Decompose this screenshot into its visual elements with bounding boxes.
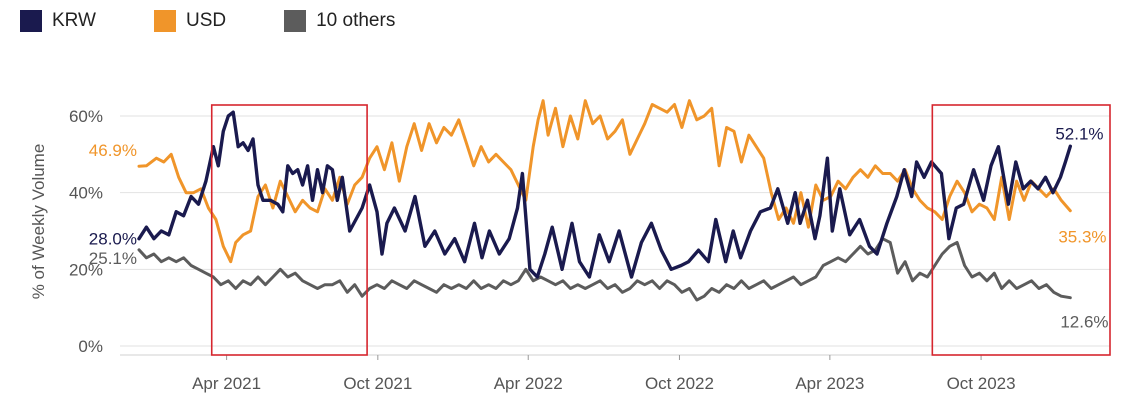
legend: KRW USD 10 others (20, 10, 453, 32)
legend-label-krw: KRW (52, 10, 96, 31)
end-label-krw: 52.1% (1055, 124, 1103, 143)
x-tick-label: Apr 2023 (795, 374, 864, 393)
legend-swatch-others (284, 10, 307, 32)
y-tick-label: 0% (78, 337, 103, 356)
y-tick-label: 60% (69, 107, 103, 126)
legend-item-others: 10 others (284, 10, 395, 32)
x-tick-label: Apr 2021 (192, 374, 261, 393)
start-label-usd: 46.9% (89, 141, 137, 160)
y-tick-label: 20% (69, 260, 103, 279)
x-tick-label: Oct 2023 (947, 374, 1016, 393)
end-label-usd: 35.3% (1058, 228, 1106, 247)
y-axis-title: % of Weekly Volume (29, 144, 48, 300)
highlight-box-1 (210, 104, 368, 356)
x-tick-label: Apr 2022 (494, 374, 563, 393)
series-line-10-others (137, 237, 1072, 302)
x-tick-label: Oct 2022 (645, 374, 714, 393)
legend-item-usd: USD (153, 10, 227, 32)
y-tick-label: 40% (69, 184, 103, 203)
end-label-10-others: 12.6% (1060, 313, 1108, 332)
legend-label-usd: USD (185, 10, 227, 31)
start-label-10-others: 25.1% (89, 249, 137, 268)
series-line-usd (137, 99, 1072, 264)
series-line-krw (137, 110, 1072, 279)
legend-item-krw: KRW (20, 10, 96, 32)
start-label-krw: 28.0% (89, 230, 137, 249)
x-tick-label: Oct 2021 (343, 374, 412, 393)
legend-swatch-usd (153, 10, 176, 32)
legend-swatch-krw (20, 10, 42, 32)
legend-label-others: 10 others (316, 10, 396, 31)
highlight-box-2 (931, 104, 1111, 356)
